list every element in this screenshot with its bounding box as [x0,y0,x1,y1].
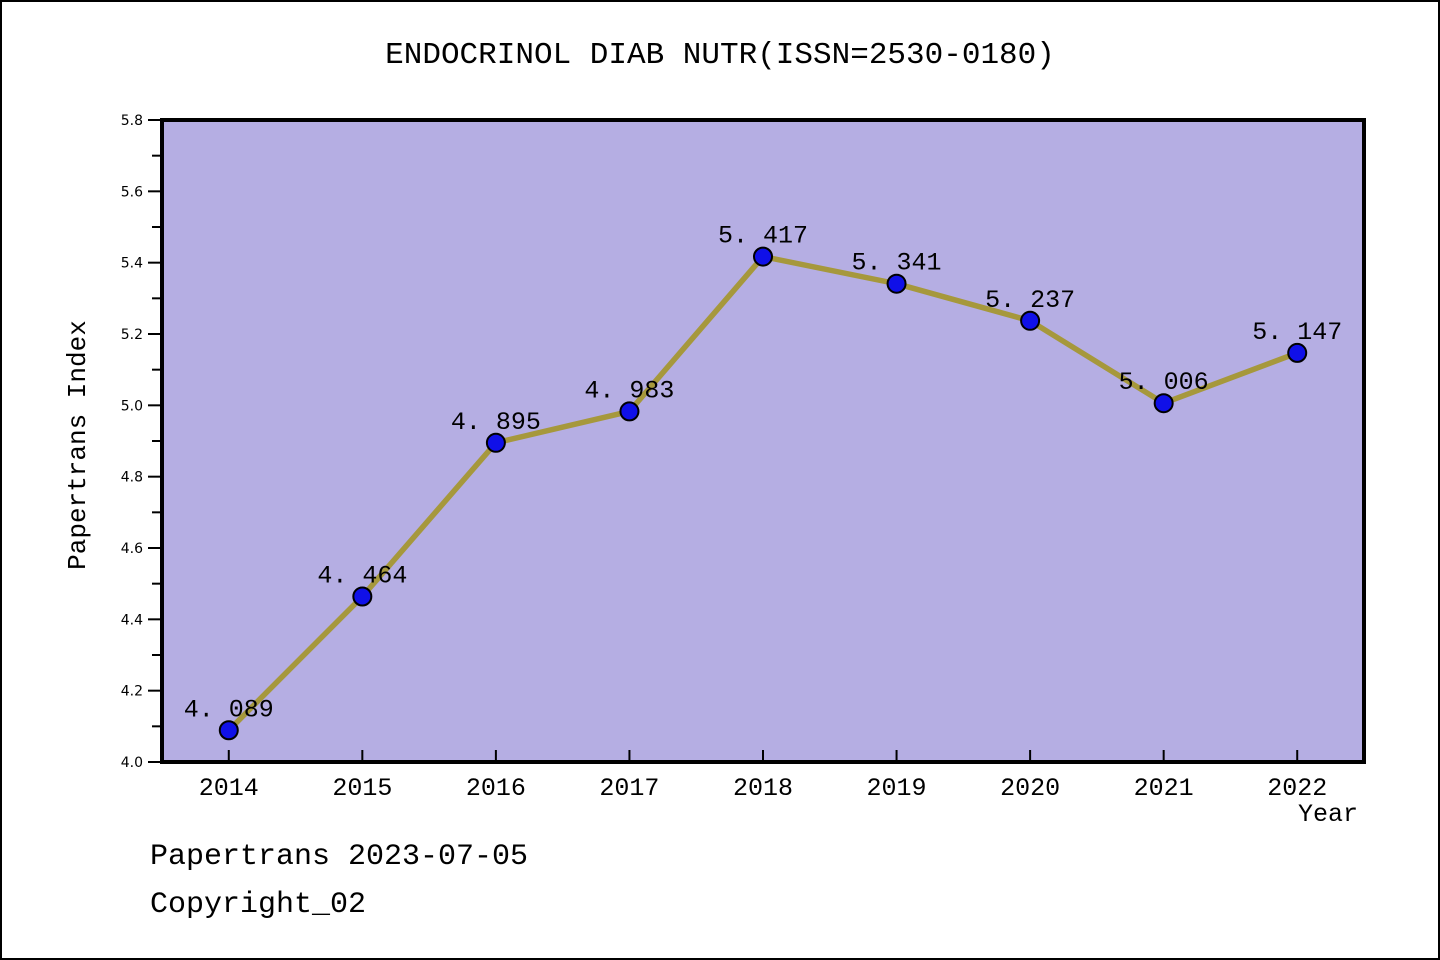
data-point [218,720,239,741]
x-tick-label: 2021 [1134,774,1194,803]
x-tick-label: 2015 [332,774,392,803]
data-point [1287,342,1308,363]
data-point-label: 5. 006 [1119,368,1209,397]
y-tick-label: 4.6 [121,541,143,557]
x-tick-label: 2019 [867,774,927,803]
x-tick-label: 2014 [199,774,259,803]
data-point [352,586,373,607]
y-tick-label: 4.0 [121,755,143,771]
data-point [1153,393,1174,414]
chart-title: ENDOCRINOL DIAB NUTR(ISSN=2530-0180) [385,38,1055,73]
data-point [619,401,640,422]
data-point-label: 5. 237 [985,286,1075,315]
y-tick-label: 5.6 [121,184,143,200]
y-tick-label: 5.2 [121,327,143,343]
x-tick-label: 2020 [1000,774,1060,803]
data-point-label: 5. 147 [1252,318,1342,347]
footer-source-date: Papertrans 2023-07-05 [150,840,529,874]
data-point-label: 4. 464 [317,562,407,591]
x-tick-label: 2017 [599,774,659,803]
x-tick-label: 2022 [1267,774,1327,803]
plot-background [162,120,1364,762]
y-tick-label: 5.4 [121,256,143,272]
data-point-label: 5. 341 [852,249,942,278]
x-axis-title: Year [1297,800,1358,829]
data-point-label: 4. 983 [584,376,674,405]
data-point [753,246,773,267]
data-point [1020,310,1041,331]
data-point [485,432,506,453]
data-point-label: 5. 417 [718,222,808,251]
data-point-label: 4. 895 [451,408,541,437]
y-tick-label: 4.2 [121,684,143,700]
x-tick-label: 2016 [466,774,526,803]
plot-spines [160,118,1366,764]
data-point-label: 4. 089 [184,695,274,724]
footer-copyright: Copyright_02 [150,888,367,922]
y-tick-label: 5.0 [121,398,143,414]
y-tick-label: 4.8 [121,470,143,486]
data-point [886,273,907,294]
y-tick-label: 5.8 [121,113,143,129]
x-tick-label: 2018 [733,774,793,803]
y-tick-label: 4.4 [121,612,143,628]
